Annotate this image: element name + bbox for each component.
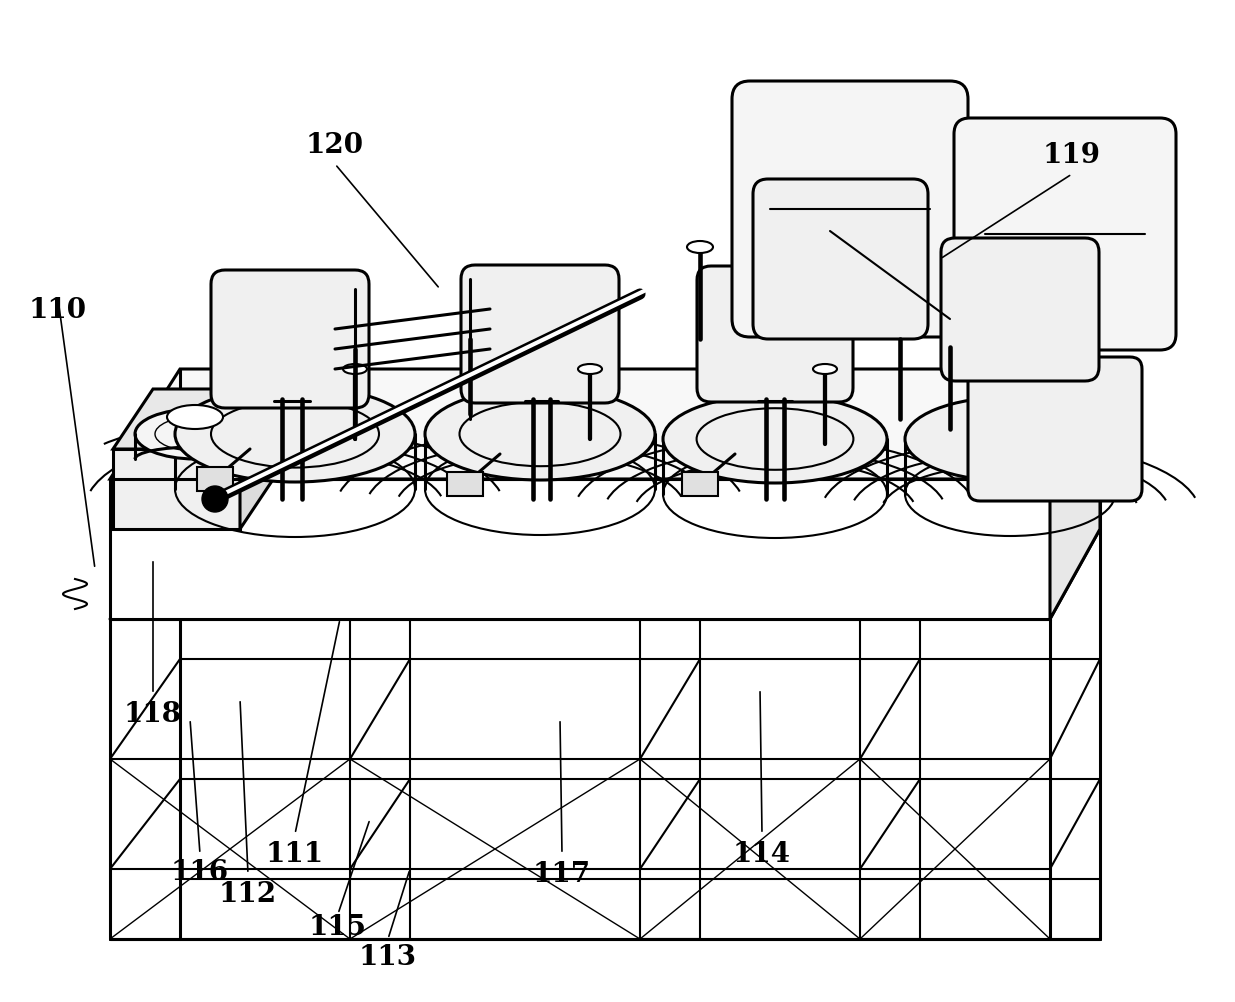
Text: 117: 117 bbox=[534, 861, 592, 888]
Text: 110: 110 bbox=[28, 297, 86, 324]
Polygon shape bbox=[1050, 370, 1100, 619]
Polygon shape bbox=[198, 468, 233, 492]
FancyBboxPatch shape bbox=[953, 119, 1176, 351]
Text: 112: 112 bbox=[219, 881, 277, 908]
Text: 116: 116 bbox=[170, 859, 228, 886]
Text: 111: 111 bbox=[266, 841, 324, 868]
Text: 115: 115 bbox=[309, 914, 367, 941]
Polygon shape bbox=[240, 390, 280, 529]
Ellipse shape bbox=[663, 396, 887, 484]
Polygon shape bbox=[110, 480, 1050, 619]
Text: 118: 118 bbox=[124, 700, 182, 727]
Ellipse shape bbox=[167, 406, 224, 430]
FancyBboxPatch shape bbox=[968, 358, 1142, 501]
FancyBboxPatch shape bbox=[697, 267, 853, 403]
FancyBboxPatch shape bbox=[211, 271, 369, 409]
Polygon shape bbox=[112, 390, 280, 450]
FancyBboxPatch shape bbox=[461, 266, 619, 404]
Polygon shape bbox=[682, 473, 718, 497]
FancyBboxPatch shape bbox=[753, 179, 927, 340]
Ellipse shape bbox=[135, 410, 254, 460]
Polygon shape bbox=[112, 450, 240, 529]
FancyBboxPatch shape bbox=[732, 82, 968, 338]
Ellipse shape bbox=[175, 387, 415, 483]
Text: 114: 114 bbox=[734, 841, 790, 868]
Ellipse shape bbox=[1013, 381, 1083, 409]
Ellipse shape bbox=[578, 365, 601, 375]
Ellipse shape bbox=[905, 398, 1115, 482]
Circle shape bbox=[203, 487, 228, 512]
Text: 119: 119 bbox=[1044, 141, 1100, 168]
Ellipse shape bbox=[1023, 417, 1087, 443]
Text: 120: 120 bbox=[306, 131, 364, 158]
Ellipse shape bbox=[687, 241, 713, 254]
Text: 113: 113 bbox=[359, 944, 417, 971]
Polygon shape bbox=[110, 370, 1100, 480]
Polygon shape bbox=[447, 473, 483, 497]
Ellipse shape bbox=[425, 389, 655, 481]
FancyBboxPatch shape bbox=[941, 238, 1099, 382]
Ellipse shape bbox=[813, 365, 837, 375]
Ellipse shape bbox=[343, 365, 367, 375]
